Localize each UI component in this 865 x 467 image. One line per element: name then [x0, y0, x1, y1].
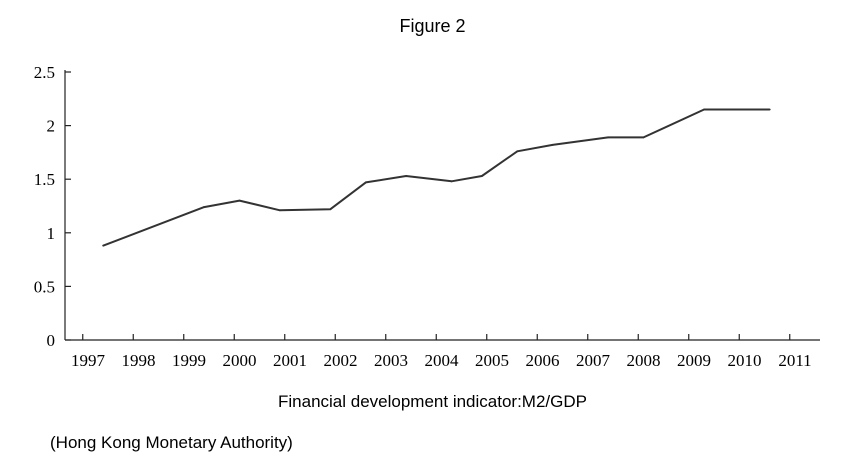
data-point [329, 208, 332, 211]
x-tick-label: 2006 [526, 351, 560, 370]
y-tick-label: 0.5 [34, 277, 55, 296]
data-point [733, 108, 736, 111]
x-tick-label: 2000 [223, 351, 257, 370]
y-tick-label: 2 [47, 117, 56, 136]
x-tick-label: 2004 [425, 351, 460, 370]
x-tick-label: 2011 [778, 351, 811, 370]
data-point [768, 108, 771, 111]
data-point [607, 136, 610, 139]
data-point [279, 209, 281, 212]
data-point [703, 108, 705, 111]
source-note: (Hong Kong Monetary Authority) [50, 433, 293, 452]
x-tick-label: 1999 [172, 351, 206, 370]
x-tick-label: 2010 [728, 351, 762, 370]
figure-title: Figure 2 [399, 16, 466, 36]
x-tick-label: 2005 [475, 351, 509, 370]
x-tick-label: 1997 [71, 351, 106, 370]
data-point [642, 136, 645, 139]
chart-caption: Financial development indicator:M2/GDP [278, 392, 587, 411]
y-tick-label: 1.5 [34, 170, 55, 189]
data-point [405, 175, 408, 177]
data-point [481, 175, 483, 177]
x-tick-label: 2003 [374, 351, 408, 370]
data-point [450, 180, 453, 183]
x-tick-label: 2001 [273, 351, 307, 370]
data-point [516, 150, 519, 153]
data-point [102, 244, 105, 247]
series-line [102, 108, 770, 247]
y-tick-label: 2.5 [34, 63, 55, 82]
data-point [203, 206, 206, 208]
x-tick-label: 1998 [122, 351, 156, 370]
y-tick-label: 0 [47, 331, 56, 350]
x-tick-label: 2008 [627, 351, 661, 370]
data-point [364, 181, 367, 184]
y-tick-label: 1 [47, 224, 56, 243]
data-point [551, 143, 554, 146]
x-tick-label: 2002 [324, 351, 358, 370]
x-tick-label: 2007 [576, 351, 611, 370]
data-point [238, 199, 241, 202]
x-tick-label: 2009 [677, 351, 711, 370]
